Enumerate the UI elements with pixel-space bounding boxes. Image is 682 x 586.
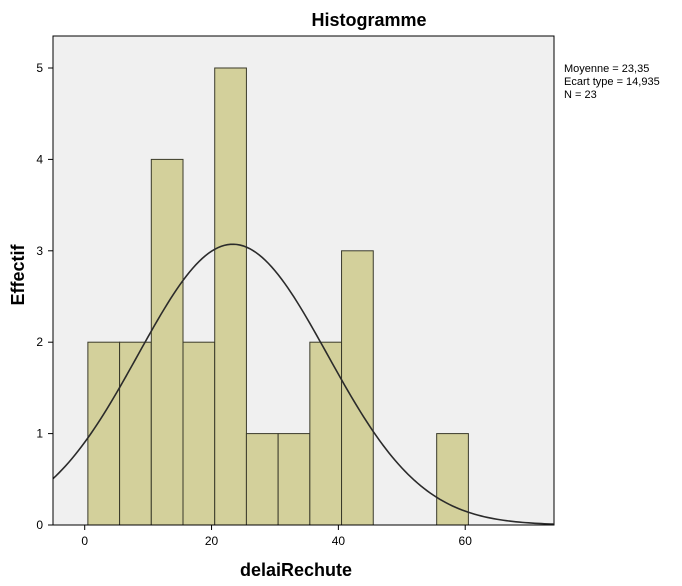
chart-title: Histogramme [311,10,426,30]
stats-n: N = 23 [564,89,597,101]
histogram-bars [87,67,469,526]
y-tick-label: 5 [36,61,43,75]
histogram-bar [119,341,152,526]
y-axis-title: Effectif [8,243,28,305]
y-tick-label: 4 [36,152,43,166]
histogram-bar [214,67,247,526]
stats-mean: Moyenne = 23,35 [564,63,649,75]
normal-distribution-curve [52,243,555,525]
y-tick-label: 1 [36,427,43,441]
stats-std-dev: Ecart type = 14,935 [564,76,660,88]
histogram-bar [245,433,279,526]
x-axis-title: delaiRechute [240,560,352,580]
histogram-bar [150,158,184,526]
y-axis-ticks: 0 1 2 3 4 5 [36,61,53,532]
stats-box: Moyenne = 23,35 Ecart type = 14,935 N = … [564,63,660,101]
histogram-bar [309,341,343,526]
y-tick-label: 2 [36,335,43,349]
histogram-bar [182,341,216,526]
histogram-bar [277,433,311,526]
x-tick-label: 40 [332,534,346,548]
x-axis-ticks: 0 20 40 60 [81,525,472,548]
y-tick-label: 3 [36,244,43,258]
x-tick-label: 60 [459,534,473,548]
x-tick-label: 20 [205,534,219,548]
histogram-bar [87,341,121,526]
x-tick-label: 0 [81,534,88,548]
y-tick-label: 0 [36,518,43,532]
